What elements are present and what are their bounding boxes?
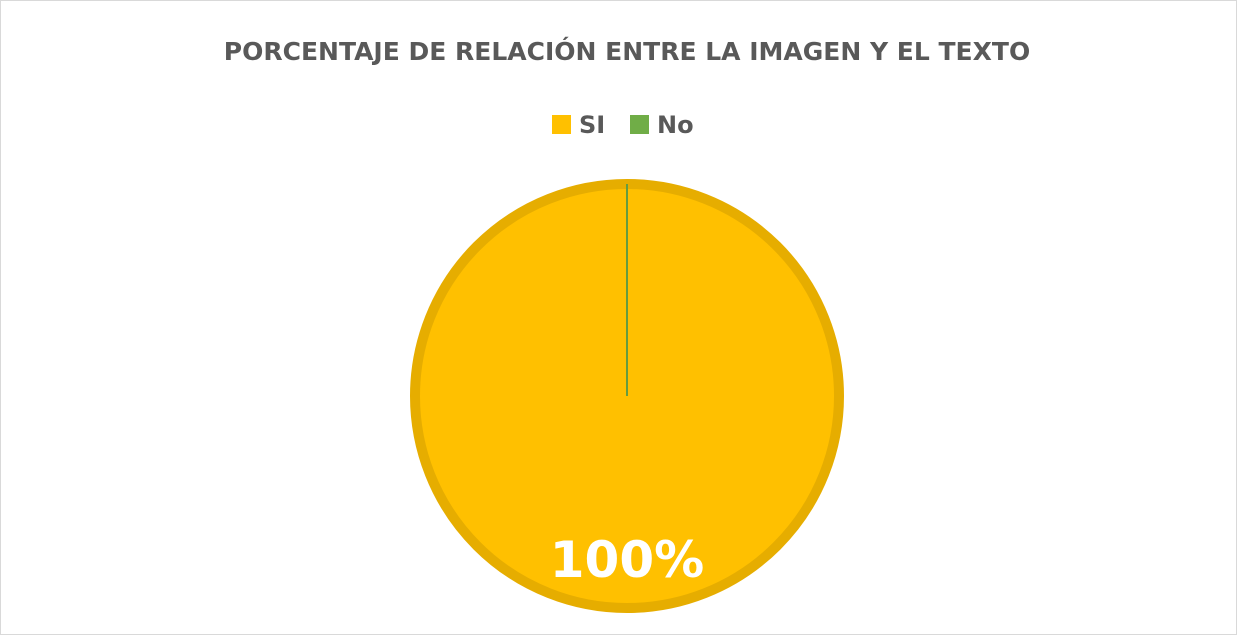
- legend-label: No: [657, 111, 694, 139]
- legend-label: SI: [579, 111, 605, 139]
- data-label: 100%: [550, 531, 704, 589]
- chart-title: PORCENTAJE DE RELACIÓN ENTRE LA IMAGEN Y…: [224, 36, 1030, 66]
- legend-swatch: [630, 115, 649, 134]
- legend-swatch: [552, 115, 571, 134]
